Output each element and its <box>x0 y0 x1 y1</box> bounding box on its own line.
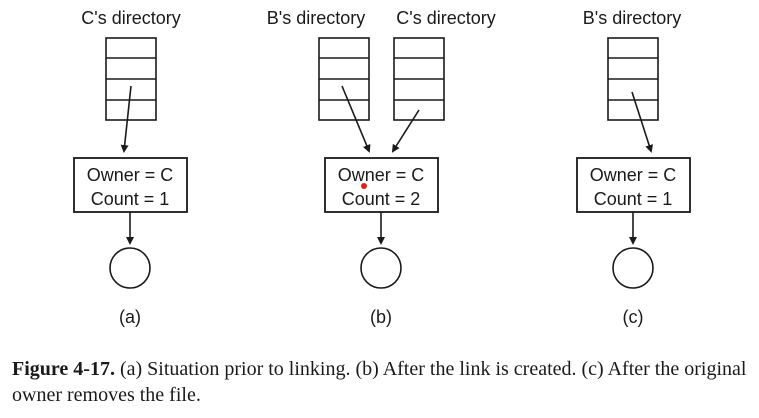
owner-text: Owner = C <box>590 165 677 185</box>
directory-table-c <box>105 37 157 121</box>
panel-label-c: (c) <box>623 307 644 327</box>
link-arrow <box>120 85 132 153</box>
link-arrow <box>631 91 653 153</box>
figure-number: Figure 4-17. <box>12 358 115 380</box>
count-text: Count = 1 <box>91 189 170 209</box>
directory-table-b <box>607 37 659 121</box>
i-node-box <box>576 157 691 213</box>
link-diagram: C's directory Owner = C Count = 1 (a) B'… <box>73 8 691 327</box>
directory-label-c: C's directory <box>81 8 180 28</box>
panel-b: B's directory C's directory Owner = C Co… <box>267 8 496 327</box>
link-arrow-b <box>341 85 371 153</box>
owner-text: Owner = C <box>338 165 425 185</box>
count-text: Count = 2 <box>342 189 421 209</box>
directory-label-b: B's directory <box>267 8 365 28</box>
file-node <box>612 247 654 289</box>
panel-label-a: (a) <box>119 307 141 327</box>
directory-table-c <box>393 37 445 121</box>
file-node <box>360 247 402 289</box>
directory-label-c: C's directory <box>396 8 495 28</box>
directory-table-b <box>318 37 370 121</box>
link-arrow-c <box>391 109 420 153</box>
count-text: Count = 1 <box>594 189 673 209</box>
panel-label-b: (b) <box>370 307 392 327</box>
panel-c: B's directory Owner = C Count = 1 (c) <box>576 8 691 327</box>
caption-text: (a) Situation prior to linking. (b) Afte… <box>12 358 747 406</box>
figure-caption: Figure 4-17. (a) Situation prior to link… <box>12 356 752 408</box>
i-node-box <box>73 157 188 213</box>
owner-text: Owner = C <box>87 165 174 185</box>
i-node-box <box>324 157 439 213</box>
file-node <box>109 247 151 289</box>
red-dot-marker <box>361 183 367 189</box>
panel-a: C's directory Owner = C Count = 1 (a) <box>73 8 188 327</box>
directory-label-b: B's directory <box>583 8 681 28</box>
